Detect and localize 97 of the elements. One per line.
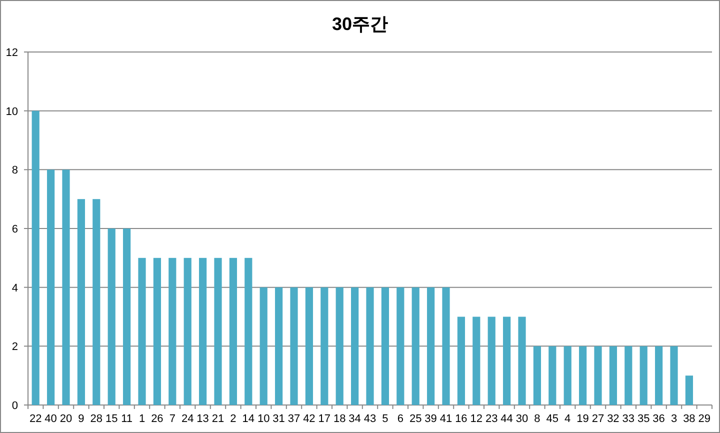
x-tick-label: 42 <box>303 413 316 425</box>
x-tick-label: 37 <box>288 413 300 425</box>
x-tick-label: 25 <box>409 413 422 425</box>
bar <box>77 199 85 405</box>
y-tick-label: 2 <box>12 341 18 354</box>
x-tick-label: 7 <box>169 413 176 425</box>
bar <box>62 170 70 405</box>
bar <box>290 287 298 405</box>
x-tick-label: 14 <box>242 413 255 425</box>
bar <box>32 110 40 405</box>
x-tick-label: 28 <box>90 413 103 425</box>
x-tick-label: 38 <box>683 413 696 425</box>
x-tick-label: 41 <box>440 413 452 425</box>
bar <box>594 346 602 405</box>
x-tick-label: 22 <box>29 413 42 425</box>
x-tick-label: 6 <box>397 413 404 425</box>
chart-title: 30주간 <box>332 14 388 34</box>
bar <box>488 316 496 405</box>
bar <box>381 287 389 405</box>
bar <box>366 287 374 405</box>
y-tick-label: 4 <box>12 282 18 294</box>
x-tick-label: 45 <box>546 413 559 425</box>
y-tick-label: 12 <box>6 47 18 59</box>
x-tick-label: 32 <box>607 413 620 425</box>
bar <box>260 287 268 405</box>
x-tick-label: 5 <box>382 413 388 425</box>
x-tick-label: 19 <box>576 413 589 425</box>
bar <box>351 287 359 405</box>
y-tick-label: 6 <box>12 224 18 236</box>
y-tick-label: 10 <box>6 106 18 118</box>
x-tick-label: 18 <box>333 413 346 425</box>
bar <box>518 316 526 405</box>
bar <box>457 316 465 405</box>
x-tick-label: 12 <box>470 413 483 425</box>
x-tick-label: 16 <box>455 413 468 425</box>
bar <box>305 287 313 405</box>
bar <box>229 258 237 405</box>
bar <box>503 316 511 405</box>
bar <box>168 258 176 405</box>
x-tick-label: 17 <box>318 413 331 425</box>
bar <box>320 287 328 405</box>
bar <box>153 258 161 405</box>
bar <box>199 258 207 405</box>
bar <box>670 346 678 405</box>
y-tick-label: 8 <box>12 164 18 177</box>
x-tick-label: 15 <box>105 413 118 425</box>
bar <box>123 228 131 405</box>
x-tick-label: 2 <box>230 413 236 425</box>
x-tick-label: 9 <box>78 413 84 425</box>
x-tick-label: 20 <box>60 413 72 425</box>
x-tick-label: 26 <box>151 413 164 425</box>
x-tick-label: 10 <box>257 413 270 425</box>
x-tick-label: 24 <box>181 413 194 425</box>
bar <box>533 346 541 405</box>
x-tick-label: 30 <box>516 413 528 425</box>
x-tick-label: 3 <box>670 413 678 425</box>
bar <box>609 346 617 405</box>
bar <box>92 199 100 405</box>
bar <box>138 258 146 405</box>
bar <box>579 346 587 405</box>
bar <box>624 346 632 405</box>
bar <box>214 258 222 405</box>
bar <box>336 287 344 405</box>
bar <box>184 258 192 405</box>
x-tick-label: 40 <box>44 413 57 425</box>
y-tick-label: 0 <box>12 400 18 412</box>
x-tick-label: 43 <box>364 413 376 425</box>
x-tick-label: 33 <box>622 413 635 425</box>
x-tick-label: 35 <box>637 413 650 425</box>
bar <box>442 287 450 405</box>
bar <box>275 287 283 405</box>
x-tick-label: 27 <box>592 413 604 425</box>
x-tick-label: 36 <box>652 413 665 425</box>
x-tick-label: 44 <box>500 413 513 425</box>
bar <box>655 346 663 405</box>
bar <box>564 346 572 405</box>
bar <box>685 376 693 405</box>
bar <box>412 287 420 405</box>
bar <box>47 170 55 405</box>
x-tick-label: 1 <box>138 413 146 425</box>
x-tick-label: 11 <box>121 413 133 425</box>
x-tick-label: 4 <box>564 413 571 425</box>
x-tick-label: 21 <box>212 413 224 425</box>
bar <box>427 287 435 405</box>
x-tick-label: 31 <box>272 413 285 425</box>
x-tick-label: 13 <box>196 413 209 425</box>
bar <box>472 316 480 405</box>
bar <box>244 258 252 405</box>
bar <box>640 346 648 405</box>
x-tick-label: 29 <box>698 413 711 425</box>
x-tick-label: 39 <box>424 413 437 425</box>
x-tick-label: 23 <box>485 413 498 425</box>
bar <box>548 346 556 405</box>
bar <box>396 287 404 405</box>
x-tick-label: 8 <box>534 413 540 425</box>
bar <box>108 228 116 405</box>
x-tick-label: 34 <box>348 413 361 425</box>
